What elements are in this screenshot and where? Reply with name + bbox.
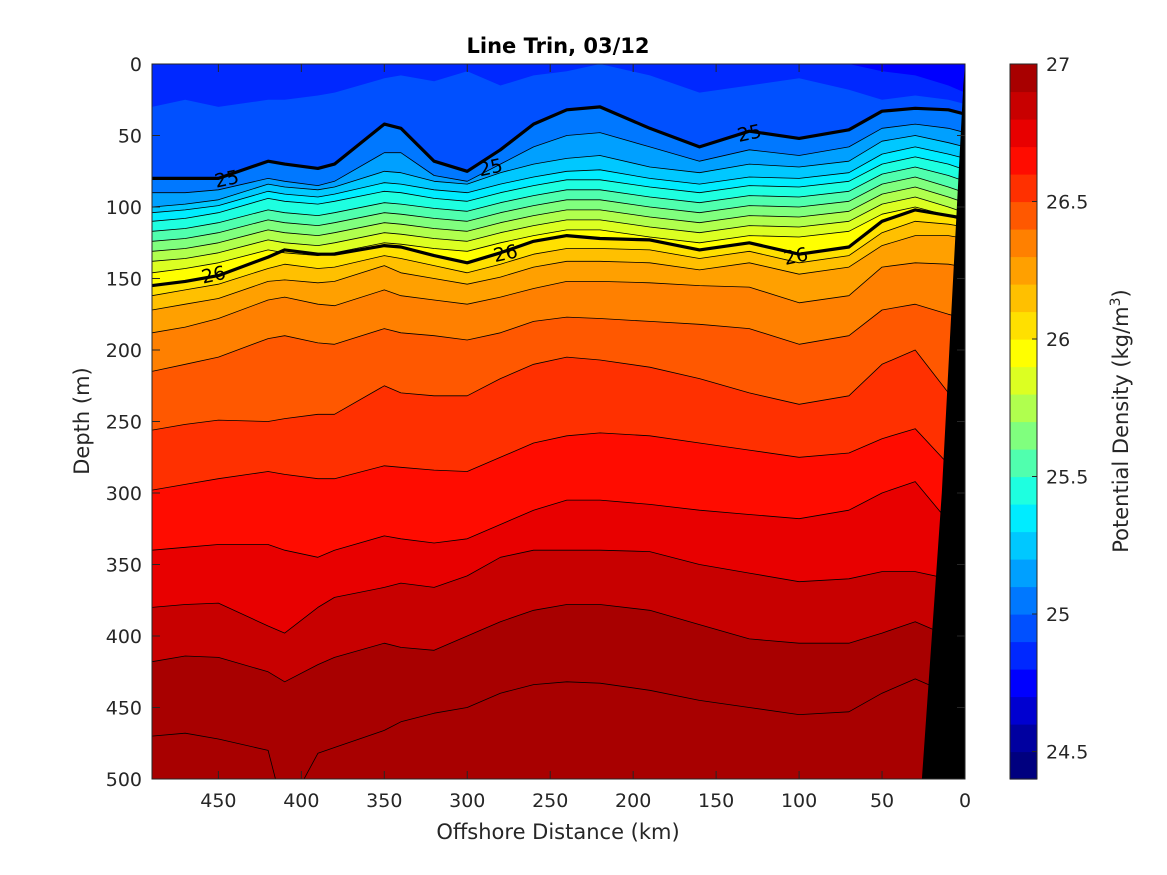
colorbar-tick-label: 24.5: [1046, 742, 1088, 764]
x-axis-ticks: 450 400 350 300 250 200 150 100 50 0: [200, 64, 971, 812]
bathymetry-layer: [921, 64, 965, 779]
contour-line: [152, 428, 965, 491]
contour-line-labeled: [152, 105, 965, 180]
y-tick-label: 450: [106, 698, 142, 720]
colorbar-tick-label: 27: [1046, 54, 1070, 76]
colorbar-swatch: [1010, 641, 1037, 670]
x-tick-label: 150: [698, 790, 734, 812]
colorbar-swatch: [1010, 284, 1037, 313]
contour-line: [152, 176, 965, 242]
density-band: [152, 678, 965, 779]
contour-line: [152, 166, 965, 232]
colorbar-swatch: [1010, 696, 1037, 725]
colorbar-tick-label: 26.5: [1046, 192, 1088, 214]
colorbar-swatch: [1010, 366, 1037, 395]
y-tick-label: 400: [106, 626, 142, 648]
contour-line: [152, 604, 965, 683]
x-tick-label: 400: [283, 790, 319, 812]
contour-line: [152, 303, 965, 372]
colorbar-swatch: [1010, 669, 1037, 698]
y-tick-label: 50: [118, 126, 142, 148]
y-axis-label: Depth (m): [70, 367, 94, 474]
x-tick-label: 200: [615, 790, 651, 812]
x-axis-label: Offshore Distance (km): [436, 820, 679, 844]
colorbar-label: Potential Density (kg/m3): [1108, 289, 1133, 553]
colorbar-swatch: [1010, 449, 1037, 478]
x-tick-label: 0: [959, 790, 971, 812]
contour-label: 25: [213, 166, 241, 193]
contour-line: [152, 549, 965, 634]
colorbar-swatch: [1010, 201, 1037, 230]
y-tick-label: 350: [106, 555, 142, 577]
contour-line: [152, 196, 965, 262]
colorbar-tick-label: 25: [1046, 604, 1070, 626]
colorbar-label-close: ): [1109, 289, 1133, 297]
x-tick-label: 350: [366, 790, 402, 812]
contour-line: [152, 262, 965, 334]
contour-line: [152, 186, 965, 252]
contour-lines: [152, 105, 965, 779]
x-tick-label: 100: [781, 790, 817, 812]
contour-labels: 25 25 25 26 26 26: [199, 120, 810, 289]
bathymetry: [921, 64, 965, 779]
contour-label: 25: [735, 120, 763, 147]
contour-line: [152, 135, 965, 208]
colorbar-swatch: [1010, 64, 1037, 93]
colorbar-swatch: [1010, 119, 1037, 148]
chart-title: Line Trin, 03/12: [466, 34, 649, 58]
contour-line: [152, 156, 965, 222]
colorbar-swatch: [1010, 146, 1037, 175]
y-tick-label: 200: [106, 340, 142, 362]
colorbar-frame: [1009, 63, 1038, 780]
colorbar-swatch: [1010, 476, 1037, 505]
contour-label: 26: [491, 240, 519, 267]
y-tick-label: 250: [106, 412, 142, 434]
x-tick-label: 450: [200, 790, 236, 812]
colorbar-swatch: [1010, 531, 1037, 560]
contour-line: [152, 146, 965, 214]
y-axis-ticks: 0 50 100 150 200 250 300 350 400 450 500: [106, 54, 965, 791]
colorbar-label-main: Potential Density (kg/m: [1109, 306, 1133, 552]
y-tick-label: 100: [106, 197, 142, 219]
colorbar-swatch: [1010, 504, 1037, 533]
colorbar-tick-label: 25.5: [1046, 467, 1088, 489]
contour-label: 26: [199, 262, 227, 289]
colorbar-swatch: [1010, 229, 1037, 258]
colorbar-swatch: [1010, 91, 1037, 120]
colorbar-swatch: [1010, 614, 1037, 643]
colorbar-swatch: [1010, 256, 1037, 285]
x-tick-label: 300: [449, 790, 485, 812]
colorbar-label-sup: 3: [1108, 297, 1124, 306]
colorbar-swatch: [1010, 751, 1037, 780]
contour-line: [152, 349, 965, 431]
contour-label: 26: [782, 243, 810, 270]
colorbar-swatch: [1010, 586, 1037, 615]
contour-line: [152, 235, 965, 311]
colorbar-swatch: [1010, 339, 1037, 368]
y-tick-label: 150: [106, 269, 142, 291]
colorbar-swatch: [1010, 724, 1037, 753]
y-tick-label: 300: [106, 483, 142, 505]
colorbar-swatch: [1010, 311, 1037, 340]
density-fills: [152, 64, 965, 779]
contour-line: [152, 220, 965, 297]
colorbar-swatch: [1010, 559, 1037, 588]
colorbar-swatch: [1010, 394, 1037, 423]
colorbar-swatch: [1010, 421, 1037, 450]
x-tick-label: 250: [532, 790, 568, 812]
colorbar: [1009, 63, 1038, 780]
contour-line: [152, 123, 965, 194]
contour-line-labeled: [152, 208, 965, 288]
x-tick-label: 50: [870, 790, 894, 812]
contour-label: 25: [477, 155, 505, 182]
contour-line: [152, 481, 965, 558]
plot-area: 25 25 25 26 26 26: [151, 63, 966, 780]
contour-line: [152, 678, 965, 779]
colorbar-tick-label: 26: [1046, 329, 1070, 351]
y-tick-label: 0: [130, 54, 142, 76]
y-tick-label: 500: [106, 769, 142, 791]
colorbar-swatch: [1010, 174, 1037, 203]
colorbar-ticks: 24.5 25 25.5 26 26.5 27: [1032, 54, 1088, 764]
